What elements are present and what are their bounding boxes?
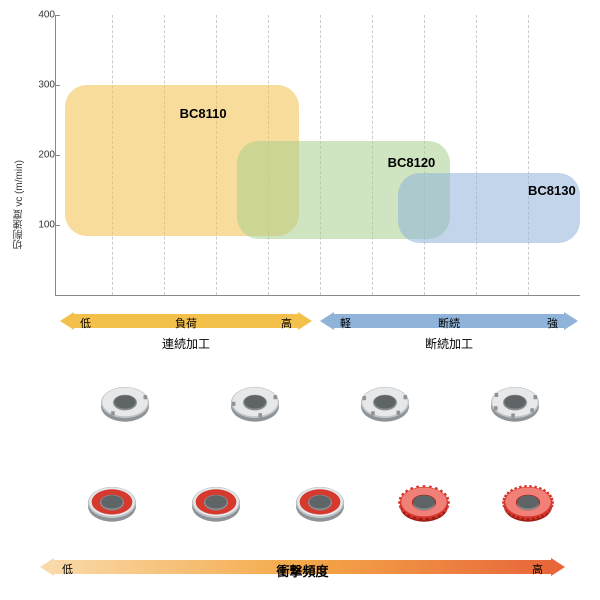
arrow-right-low: 軽: [340, 315, 351, 331]
impact-high: 高: [532, 561, 543, 577]
gear-icon: [82, 475, 142, 530]
impact-low: 低: [62, 561, 73, 577]
arrow-left-low: 低: [80, 315, 91, 331]
gear-icon: [95, 375, 155, 430]
gear-icon: [186, 475, 246, 530]
x-gridline: [476, 15, 477, 295]
chevron-right-icon: [564, 312, 578, 330]
y-tick-mark: [55, 15, 60, 16]
y-axis-label: 切削速度 vc (m/min): [12, 160, 27, 249]
impact-center: 衝撃頻度: [276, 561, 328, 580]
arrow-left-high: 高: [281, 315, 292, 331]
impact-frequency-bar: 低 衝撃頻度 高: [40, 558, 565, 576]
y-tick-mark: [55, 155, 60, 156]
gear-row-1: [60, 375, 580, 430]
gear-icon: [485, 375, 545, 430]
arrow-right-high: 強: [547, 315, 558, 331]
section-label-interrupted: 断続加工: [320, 335, 578, 352]
chevron-left-icon: [40, 558, 54, 576]
x-axis: [55, 295, 580, 296]
chevron-left-icon: [320, 312, 334, 330]
section-label-continuous: 連続加工: [60, 335, 312, 352]
y-tick-mark: [55, 225, 60, 226]
arrow-right-center: 断続: [438, 315, 460, 331]
y-tick-label: 300: [30, 80, 55, 91]
y-tick-mark: [55, 85, 60, 86]
y-tick-label: 400: [30, 10, 55, 21]
chart-region-label: BC8120: [388, 155, 436, 170]
chart-region-label: BC8130: [528, 183, 576, 198]
gear-icon: [498, 475, 558, 530]
arrow-continuous: 低 負荷 高: [60, 312, 312, 330]
chevron-right-icon: [298, 312, 312, 330]
gear-icon: [225, 375, 285, 430]
arrow-left-center: 負荷: [175, 315, 197, 331]
y-tick-label: 200: [30, 150, 55, 161]
gear-row-2: [60, 475, 580, 530]
chart-region-label: BC8110: [180, 106, 227, 121]
chevron-right-icon: [551, 558, 565, 576]
gear-icon: [290, 475, 350, 530]
arrow-interrupted: 軽 断続 強: [320, 312, 578, 330]
gear-icon: [394, 475, 454, 530]
x-gridline: [528, 15, 529, 295]
gear-icon: [355, 375, 415, 430]
chart-plot-area: 100200300400BC8110BC8120BC8130: [60, 15, 580, 295]
y-tick-label: 100: [30, 220, 55, 231]
chevron-left-icon: [60, 312, 74, 330]
